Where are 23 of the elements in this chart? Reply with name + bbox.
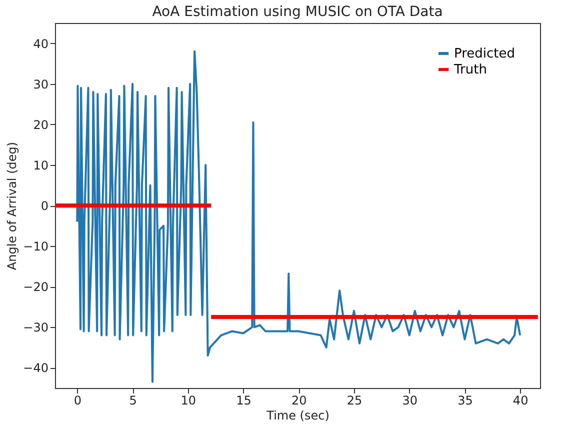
x-tick-label: 15 (236, 394, 252, 408)
legend-label: Truth (453, 62, 487, 78)
y-tick-label: 30 (33, 77, 48, 92)
y-tick-label: 10 (33, 158, 48, 172)
legend-label: Predicted (454, 46, 516, 62)
x-tick-label: 5 (129, 394, 137, 408)
x-tick-label: 40 (512, 394, 528, 408)
y-tick-label: −20 (23, 280, 48, 294)
y-tick-label: −30 (23, 320, 48, 335)
y-tick-label: 20 (33, 118, 48, 132)
x-tick-label: 25 (346, 394, 362, 408)
y-tick-label: −40 (23, 361, 48, 376)
y-tick-label: −10 (23, 240, 48, 254)
y-tick-label: 40 (33, 36, 48, 51)
y-tick-label: 0 (40, 199, 48, 213)
x-tick-label: 35 (458, 394, 473, 408)
x-tick-label: 20 (291, 394, 307, 408)
chart-title: AoA Estimation using MUSIC on OTA Data (152, 4, 443, 20)
x-axis-title: Time (sec) (266, 408, 330, 422)
x-tick-label: 10 (180, 394, 196, 408)
x-tick-label: 0 (74, 394, 82, 408)
y-axis-title: Angle of Arrival (deg) (5, 142, 20, 270)
x-tick-label: 30 (402, 394, 418, 408)
